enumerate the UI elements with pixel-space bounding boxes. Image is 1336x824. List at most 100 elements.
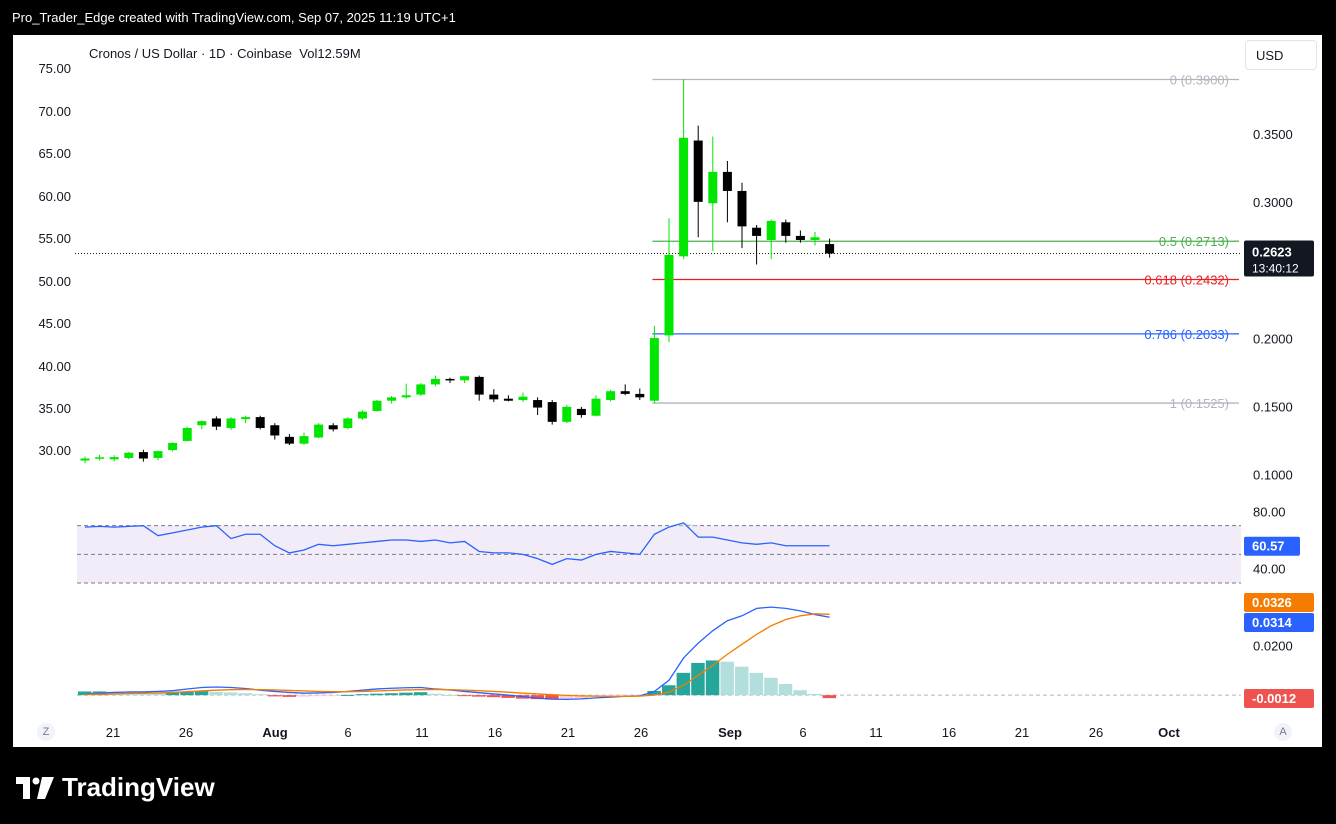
chart-panel[interactable]: 75.00 70.00 65.00 60.00 55.00 50.00 45.00 40.00… xyxy=(13,35,1322,747)
candle-body xyxy=(80,458,90,461)
macd-histogram-bar xyxy=(297,695,311,697)
macd-histogram-bar xyxy=(253,694,267,696)
macd-histogram-bar xyxy=(238,693,253,696)
candle-body xyxy=(416,384,426,395)
macd-histogram-bar xyxy=(720,661,734,696)
time-axis-label: 21 xyxy=(106,725,120,740)
rsi-axis-label: 80.00 xyxy=(1253,504,1286,519)
left-axis-label: 55.00 xyxy=(38,231,71,246)
candle-body xyxy=(109,457,119,460)
macd-histogram-bar xyxy=(530,695,545,700)
macd-histogram-bar xyxy=(282,695,296,697)
macd-histogram-bar xyxy=(136,692,150,696)
candle-body xyxy=(124,452,134,458)
time-axis-label: 11 xyxy=(869,725,883,740)
time-axis-label: 16 xyxy=(488,725,502,740)
candle-body xyxy=(533,400,543,408)
right-axis-label: 0.2000 xyxy=(1253,331,1293,346)
right-axis-label: 0.3000 xyxy=(1253,195,1293,210)
candle-body xyxy=(766,220,776,240)
time-axis-label: Oct xyxy=(1158,725,1180,740)
candle-body xyxy=(357,411,367,419)
left-axis-label: 50.00 xyxy=(38,274,71,289)
candle-body xyxy=(182,427,192,441)
candle-body xyxy=(328,425,338,430)
symbol-info: Cronos / US Dollar · 1D · Coinbase xyxy=(89,46,293,61)
time-axis-label: 21 xyxy=(561,725,575,740)
candle-body xyxy=(95,457,105,459)
left-axis-label: 45.00 xyxy=(38,316,71,331)
macd-histogram-bar xyxy=(545,695,559,700)
zoom-reset-button[interactable]: Z xyxy=(37,723,55,741)
candle-body xyxy=(591,398,601,416)
macd-histogram-bar xyxy=(472,695,486,697)
candle-body xyxy=(620,391,630,394)
time-axis-label: 26 xyxy=(634,725,648,740)
macd-signal-badge xyxy=(1244,593,1314,612)
macd-histogram-bar xyxy=(428,693,442,696)
candle-body xyxy=(314,424,324,438)
volume-info: Vol12.59M xyxy=(299,46,361,61)
macd-histogram-bar xyxy=(267,695,282,697)
macd-histogram-bar xyxy=(224,692,238,696)
right-axis-label: 0.1000 xyxy=(1253,468,1293,483)
macd-histogram-badge-value: -0.0012 xyxy=(1252,691,1296,706)
currency-button[interactable]: USD xyxy=(1245,40,1317,70)
macd-histogram-bar xyxy=(603,695,618,697)
candle-body xyxy=(211,418,221,427)
macd-histogram-bar xyxy=(676,672,691,696)
time-axis-label: 26 xyxy=(179,725,193,740)
price-badge-value: 0.2623 xyxy=(1252,244,1292,259)
macd-histogram-bar xyxy=(808,693,822,696)
tradingview-brand: TradingView xyxy=(16,772,215,803)
candle-body xyxy=(562,406,572,422)
fib-level-label: 1 (0.1525) xyxy=(1170,396,1229,411)
candle-body xyxy=(606,391,616,401)
macd-histogram-bar xyxy=(691,662,705,696)
macd-histogram-bar xyxy=(662,685,676,696)
candle-body xyxy=(284,436,294,444)
macd-histogram-bar xyxy=(413,692,428,696)
left-axis-label: 65.00 xyxy=(38,146,71,161)
macd-histogram-bar xyxy=(486,695,501,698)
candle-body xyxy=(708,171,718,204)
candle-body xyxy=(503,398,513,401)
macd-histogram-badge xyxy=(1244,689,1314,708)
candle-body xyxy=(752,227,762,236)
candle-body xyxy=(781,222,791,236)
macd-histogram-bar xyxy=(574,695,588,699)
macd-histogram-bar xyxy=(194,691,209,696)
time-axis-label: 16 xyxy=(942,725,956,740)
time-axis-label: 21 xyxy=(1015,725,1029,740)
macd-histogram-bar xyxy=(749,672,764,696)
macd-axis-label: 0.0200 xyxy=(1253,639,1293,654)
macd-histogram-bar xyxy=(355,694,369,696)
rsi-axis-label: 40.00 xyxy=(1253,562,1286,577)
candle-body xyxy=(489,394,499,400)
macd-histogram-bar xyxy=(209,691,223,696)
right-axis-label: 0.1500 xyxy=(1253,399,1293,414)
time-axis-label: 6 xyxy=(344,725,351,740)
fib-level-label: 0.618 (0.2432) xyxy=(1144,272,1229,287)
macd-histogram-bar xyxy=(180,691,194,696)
candle-body xyxy=(737,190,747,227)
macd-histogram-bar xyxy=(735,666,749,696)
time-axis-label: Aug xyxy=(262,725,287,740)
candle-body xyxy=(576,408,586,416)
chart-canvas[interactable]: 75.00 70.00 65.00 60.00 55.00 50.00 45.00 40.00… xyxy=(13,35,1322,747)
macd-histogram-bar xyxy=(443,694,457,696)
candle-body xyxy=(226,418,236,428)
time-axis-label: 11 xyxy=(415,725,429,740)
macd-histogram-bar xyxy=(793,690,807,696)
candle-body xyxy=(722,171,732,191)
candle-body xyxy=(299,436,309,444)
candle-body xyxy=(474,376,484,395)
price-badge xyxy=(1244,240,1314,277)
candle-body xyxy=(679,137,689,257)
auto-scale-button[interactable]: A xyxy=(1274,723,1292,741)
macd-histogram-bar xyxy=(764,677,778,696)
macd-histogram-bar xyxy=(370,693,384,696)
macd-histogram-bar xyxy=(822,695,837,699)
candle-body xyxy=(255,417,265,428)
fib-level-label: 0 (0.3900) xyxy=(1170,73,1229,88)
